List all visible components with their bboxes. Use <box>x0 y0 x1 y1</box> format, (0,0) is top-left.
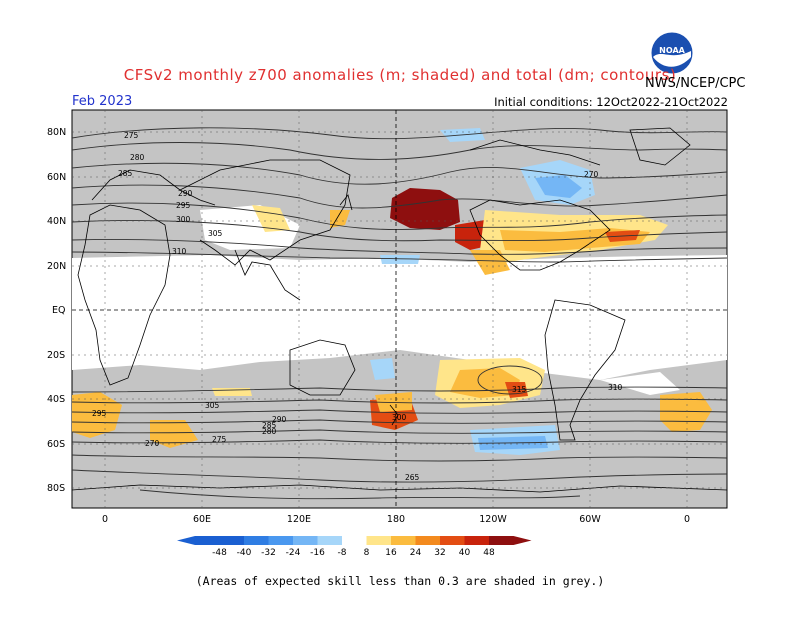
lat-label: 20N <box>47 261 66 272</box>
lat-label: 80N <box>47 127 66 138</box>
lon-label: 60W <box>579 514 601 525</box>
noaa-logo-icon: NOAA <box>650 31 694 75</box>
colorbar-label: 24 <box>410 548 422 558</box>
contour-label: 305 <box>205 401 220 410</box>
contour-label: 290 <box>272 415 287 424</box>
contour-label: 305 <box>208 229 223 238</box>
colorbar-label: 8 <box>364 548 370 558</box>
contour-label: 275 <box>124 131 139 140</box>
grid-lines <box>72 110 727 508</box>
colorbar-label: 40 <box>459 548 471 558</box>
latitude-labels: 80N 60N 40N 20N EQ 20S 40S 60S 80S <box>47 127 66 494</box>
colorbar-label: -32 <box>261 548 276 558</box>
colorbar-label: -40 <box>237 548 252 558</box>
colorbar-label: -24 <box>286 548 301 558</box>
colorbar-arrow-left <box>177 536 195 545</box>
contour-label: 275 <box>212 435 227 444</box>
longitude-labels: 0 60E 120E 180 120W 60W 0 <box>102 514 690 525</box>
colorbar-label: 32 <box>434 548 445 558</box>
colorbar-arrow-right <box>513 536 532 545</box>
colorbar-swatch <box>415 536 440 545</box>
colorbar-swatch <box>391 536 416 545</box>
contour-label: 270 <box>145 439 160 448</box>
initial-conditions: Initial conditions: 12Oct2022-21Oct2022 <box>494 95 728 109</box>
contour-label: 270 <box>584 170 599 179</box>
colorbar-swatch <box>440 536 465 545</box>
colorbar-swatch <box>489 536 514 545</box>
tropical-skill-band <box>72 255 727 380</box>
colorbar-label: 48 <box>483 548 495 558</box>
lon-label: 180 <box>387 514 405 525</box>
lon-label: 120W <box>479 514 507 525</box>
contour-label: 295 <box>92 409 107 418</box>
contour-label: 310 <box>608 383 623 392</box>
contour-labels: 275 280 285 290 295 300 305 310 315 270 … <box>92 131 623 482</box>
contour-label: 310 <box>172 247 187 256</box>
lat-label: 40N <box>47 216 66 227</box>
colorbar-label: -48 <box>212 548 227 558</box>
lat-label: 60N <box>47 172 66 183</box>
lat-label: 40S <box>47 394 65 405</box>
lon-label: 0 <box>684 514 690 525</box>
contour-label: 280 <box>130 153 145 162</box>
lat-label: 20S <box>47 350 65 361</box>
contour-label: 290 <box>178 189 193 198</box>
contour-label: 295 <box>176 201 191 210</box>
agency-name: NWS/NCEP/CPC <box>645 76 746 91</box>
colorbar-swatch <box>268 536 293 545</box>
valid-month: Feb 2023 <box>72 94 133 109</box>
colorbar-swatch <box>342 536 367 545</box>
colorbar-swatch <box>464 536 489 545</box>
colorbar-swatch <box>366 536 391 545</box>
colorbar-label: 16 <box>385 548 397 558</box>
contour-label: 300 <box>392 413 407 422</box>
logo-text: NOAA <box>659 46 685 55</box>
contour-label: 280 <box>262 427 277 436</box>
skill-footnote: (Areas of expected skill less than 0.3 a… <box>195 574 605 588</box>
colorbar-label: -16 <box>310 548 325 558</box>
contour-label: 300 <box>176 215 191 224</box>
colorbar-swatch <box>317 536 342 545</box>
colorbar-swatch <box>219 536 244 545</box>
contour-label: 315 <box>512 385 527 394</box>
lat-label: 60S <box>47 439 65 450</box>
contour-label: 285 <box>118 169 133 178</box>
contour-label: 285 <box>262 421 277 430</box>
map-title: CFSv2 monthly z700 anomalies (m; shaded)… <box>123 66 677 84</box>
colorbar-swatch <box>195 536 220 545</box>
lon-label: 0 <box>102 514 108 525</box>
lat-label: 80S <box>47 483 65 494</box>
coastlines <box>72 127 727 493</box>
colorbar: -48 -40 -32 -24 -16 -8 8 16 24 32 40 48 <box>177 536 532 558</box>
colorbar-swatch <box>293 536 318 545</box>
colorbar-swatch <box>244 536 269 545</box>
contour-label: 265 <box>405 473 420 482</box>
lon-label: 120E <box>287 514 311 525</box>
anomaly-north-pacific <box>390 188 460 230</box>
colorbar-label: -8 <box>338 548 347 558</box>
lat-label: EQ <box>52 305 65 316</box>
lon-label: 60E <box>193 514 211 525</box>
